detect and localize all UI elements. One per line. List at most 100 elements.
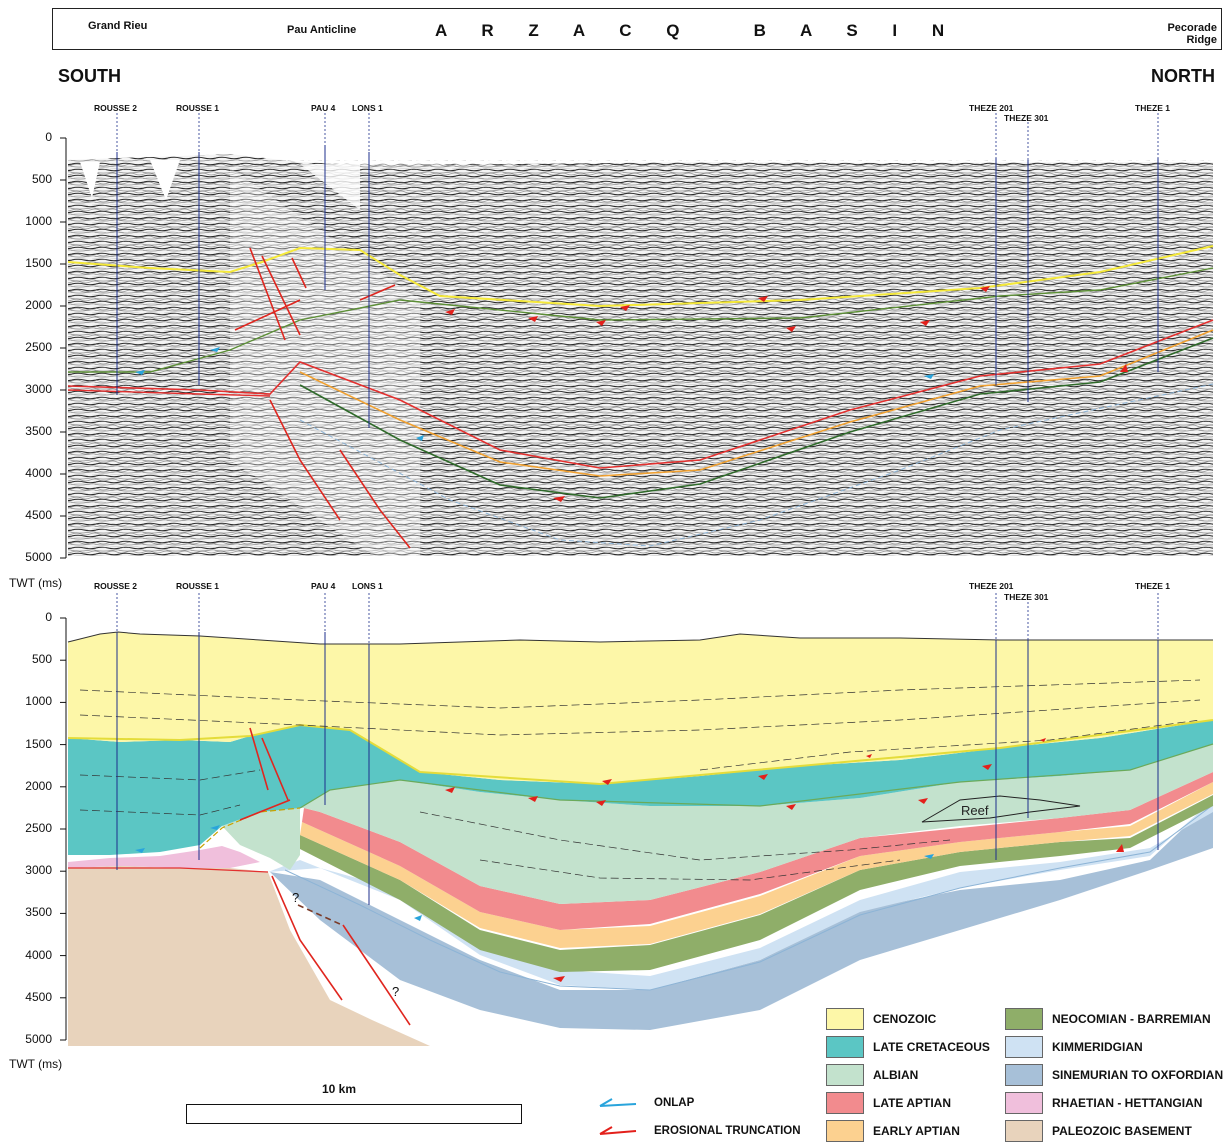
axis-tick-label: 1000 xyxy=(25,214,52,228)
legend-item-albian: ALBIAN xyxy=(826,1064,996,1086)
axis-tick-label: 5000 xyxy=(25,1032,52,1046)
axis-tick-label: 2500 xyxy=(25,340,52,354)
erosion-arrow xyxy=(528,316,538,322)
legend-item-sinemurian-oxfordian: SINEMURIAN TO OXFORDIAN xyxy=(1005,1064,1227,1086)
fault-e xyxy=(342,924,411,1026)
fault-2 xyxy=(261,255,301,336)
unit-rhaetian-hettangian xyxy=(68,846,260,868)
seismic-mute-wedge-2 xyxy=(150,160,180,200)
legend-item-kimmeridgian: KIMMERIDGIAN xyxy=(1005,1036,1227,1058)
erosion-arrow xyxy=(596,320,606,326)
legend-swatch xyxy=(1005,1036,1043,1058)
reef-label: Reef xyxy=(961,803,989,818)
legend-label: EARLY APTIAN xyxy=(873,1124,960,1138)
well-label-theze301: THEZE 301 xyxy=(1004,592,1049,602)
onlap-arrow xyxy=(135,370,145,375)
seismic-panel xyxy=(60,113,1214,560)
axis-tick-label: 500 xyxy=(31,652,52,667)
onlap-arrow xyxy=(416,435,424,441)
legend-label: NEOCOMIAN - BARREMIAN xyxy=(1052,1012,1211,1026)
onlap-key-label: ONLAP xyxy=(654,1097,695,1109)
axis-tick-label: 500 xyxy=(31,172,52,186)
well-label-rousse1: ROUSSE 1 xyxy=(176,581,219,591)
unit-albian-wedge xyxy=(222,808,300,870)
axis-tick-label: 2500 xyxy=(25,821,52,835)
unit-neocomian-barremian xyxy=(298,795,1213,972)
erosion-arrow xyxy=(786,326,796,332)
erosion-arrow xyxy=(918,798,928,804)
horizon-top-kimmeridgian xyxy=(299,383,1214,547)
well-label-theze301: THEZE 301 xyxy=(1004,113,1049,123)
horizon-top-albian xyxy=(68,267,1214,373)
onlap-arrow xyxy=(135,848,145,853)
unit-cenozoic xyxy=(68,632,1213,784)
unit-albian xyxy=(300,744,1213,904)
stratal-dashes xyxy=(79,679,1201,881)
erosion-arrow xyxy=(553,496,565,502)
erosion-arrow xyxy=(445,787,455,793)
legend-column-2: NEOCOMIAN - BARREMIAN KIMMERIDGIAN SINEM… xyxy=(1005,1008,1227,1142)
seismic-wells xyxy=(116,145,1159,428)
erosion-arrow xyxy=(982,764,992,770)
stratal-line xyxy=(699,719,1201,771)
topography-line xyxy=(67,631,1213,645)
axis-tick-label: 5000 xyxy=(25,550,52,564)
legend-swatch xyxy=(826,1120,864,1142)
horizon-top-early-aptian xyxy=(299,329,1214,477)
axis-tick-label: 3500 xyxy=(25,905,52,920)
erosion-arrow xyxy=(528,796,538,802)
seismic-noise-overlay xyxy=(68,160,1213,556)
well-label-rousse2: ROUSSE 2 xyxy=(94,581,137,591)
well-label-rousse2: ROUSSE 2 xyxy=(94,103,137,113)
interpretation-faults xyxy=(239,727,411,1026)
erosion-arrow xyxy=(758,296,768,302)
legend-item-rhaetian-hettangian: RHAETIAN - HETTANGIAN xyxy=(1005,1092,1227,1114)
reef-body xyxy=(921,795,1081,823)
interpretation-axis-unit-label: TWT (ms) xyxy=(9,1057,63,1071)
axis-tick-label: 4000 xyxy=(25,947,52,962)
erosion-arrow xyxy=(445,309,455,315)
legend-swatch xyxy=(1005,1092,1043,1114)
seismic-mute-wedge-1 xyxy=(80,162,100,198)
unit-paleozoic-basement xyxy=(68,866,430,1046)
stratal-line xyxy=(479,859,901,881)
axis-tick-label: 1500 xyxy=(25,736,52,751)
erosion-arrow xyxy=(1120,364,1128,372)
well-label-theze1: THEZE 1 xyxy=(1135,581,1170,591)
axis-tick-label: 3500 xyxy=(25,424,52,438)
question-mark-1: ? xyxy=(292,890,299,905)
seismic-onlap-arrows xyxy=(135,347,934,441)
horizon-top-neocomian xyxy=(299,337,1214,499)
interpretation-well-leaders xyxy=(116,593,1159,644)
onlap-arrow xyxy=(924,374,934,379)
axis-tick-label: 1500 xyxy=(25,256,52,270)
axis-tick-label: 4500 xyxy=(25,989,52,1004)
axis-tick-label: 1000 xyxy=(25,694,52,709)
erosion-arrow xyxy=(920,320,930,326)
legend-swatch xyxy=(826,1092,864,1114)
basin-title: A R Z A C Q B A S I N xyxy=(435,21,960,40)
legend-swatch xyxy=(826,1064,864,1086)
axis-tick-label: 2000 xyxy=(25,778,52,793)
fault-5 xyxy=(339,449,411,549)
direction-north: NORTH xyxy=(1151,66,1215,86)
legend-label: CENOZOIC xyxy=(873,1012,937,1026)
well-label-theze201: THEZE 201 xyxy=(969,103,1014,113)
axis-tick-label: 4000 xyxy=(25,466,52,480)
location-grand-rieu: Grand Rieu xyxy=(88,20,148,32)
legend-label: KIMMERIDGIAN xyxy=(1052,1040,1143,1054)
seismic-axis-ticks xyxy=(60,137,66,559)
seismic-axis-unit-label: TWT (ms) xyxy=(9,576,63,590)
interpretation-wells xyxy=(116,632,1159,905)
axis-tick-label: 0 xyxy=(45,130,52,144)
location-pau-anticline: Pau Anticline xyxy=(287,24,357,36)
location-pecorade-ridge: Pecorade Ridge xyxy=(1167,22,1217,46)
unit-early-aptian xyxy=(300,782,1213,948)
axis-tick-label: 3000 xyxy=(25,863,52,878)
onlap-arrow xyxy=(210,825,220,830)
legend-item-early-aptian: EARLY APTIAN xyxy=(826,1120,996,1142)
well-label-pau4: PAU 4 xyxy=(311,581,336,591)
erosion-arrow xyxy=(596,800,606,806)
seismic-well-leaders xyxy=(116,113,1159,160)
